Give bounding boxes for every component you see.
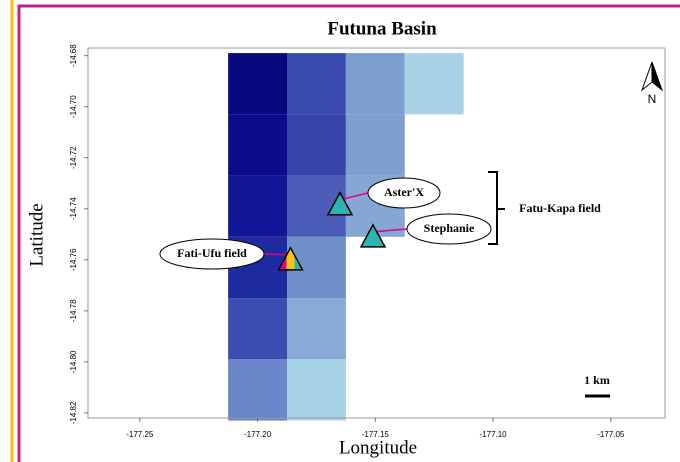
grid-cell	[345, 53, 405, 115]
grid-cell	[228, 114, 288, 176]
grid-cell	[228, 175, 288, 237]
grid-cell	[345, 114, 405, 176]
x-tick-label: -177.25	[126, 430, 154, 439]
grid-cell	[287, 114, 346, 176]
bracket	[488, 171, 505, 245]
north-arrow-outline	[640, 61, 653, 92]
y-tick-label: -14.78	[69, 299, 78, 322]
label-bubble	[159, 238, 265, 270]
y-tick-label: -14.72	[69, 146, 78, 169]
y-tick-label: -14.82	[69, 401, 78, 424]
group-label: Fatu-Kapa field	[519, 201, 601, 215]
x-tick-label: -177.10	[480, 430, 508, 439]
grid-cell	[404, 53, 464, 115]
site-marker	[359, 223, 387, 248]
chart-title: Futuna Basin	[327, 18, 437, 39]
north-arrow	[651, 61, 664, 92]
site-label: Aster'X	[384, 185, 424, 199]
plot-border	[87, 47, 666, 419]
grid-cell	[228, 298, 288, 360]
site-marker	[326, 191, 354, 216]
x-axis-label: Longitude	[339, 437, 417, 458]
label-bubble	[406, 213, 492, 245]
label-bubble	[367, 177, 441, 209]
y-tick-label: -14.76	[69, 248, 78, 271]
site-marker	[277, 246, 304, 271]
y-tick-label: -14.68	[69, 44, 78, 67]
leader	[339, 192, 369, 201]
y-axis-label: Latitude	[26, 203, 47, 266]
leader	[372, 228, 408, 233]
frame	[17, 4, 680, 462]
y-tick-label: -14.80	[69, 350, 78, 373]
x-tick-label: -177.20	[244, 430, 272, 439]
grid-cell	[287, 298, 346, 360]
site-label: Stephanie	[424, 221, 475, 235]
y-tick-label: -14.70	[69, 95, 78, 118]
grid-cell	[287, 53, 346, 115]
grid-cell	[228, 53, 288, 115]
site-label: Fati-Ufu field	[177, 246, 247, 260]
north-label: N	[648, 92, 657, 106]
x-tick-label: -177.05	[597, 430, 625, 439]
grid-cell	[287, 359, 346, 421]
x-tick-label: -177.15	[362, 430, 390, 439]
plot-area: -177.25 -177.20 -177.15 -177.10 -177.05 -14.6…	[69, 44, 666, 439]
grid-cell	[228, 359, 288, 421]
scale-label: 1 km	[584, 373, 610, 387]
y-tick-label: -14.74	[69, 197, 78, 220]
